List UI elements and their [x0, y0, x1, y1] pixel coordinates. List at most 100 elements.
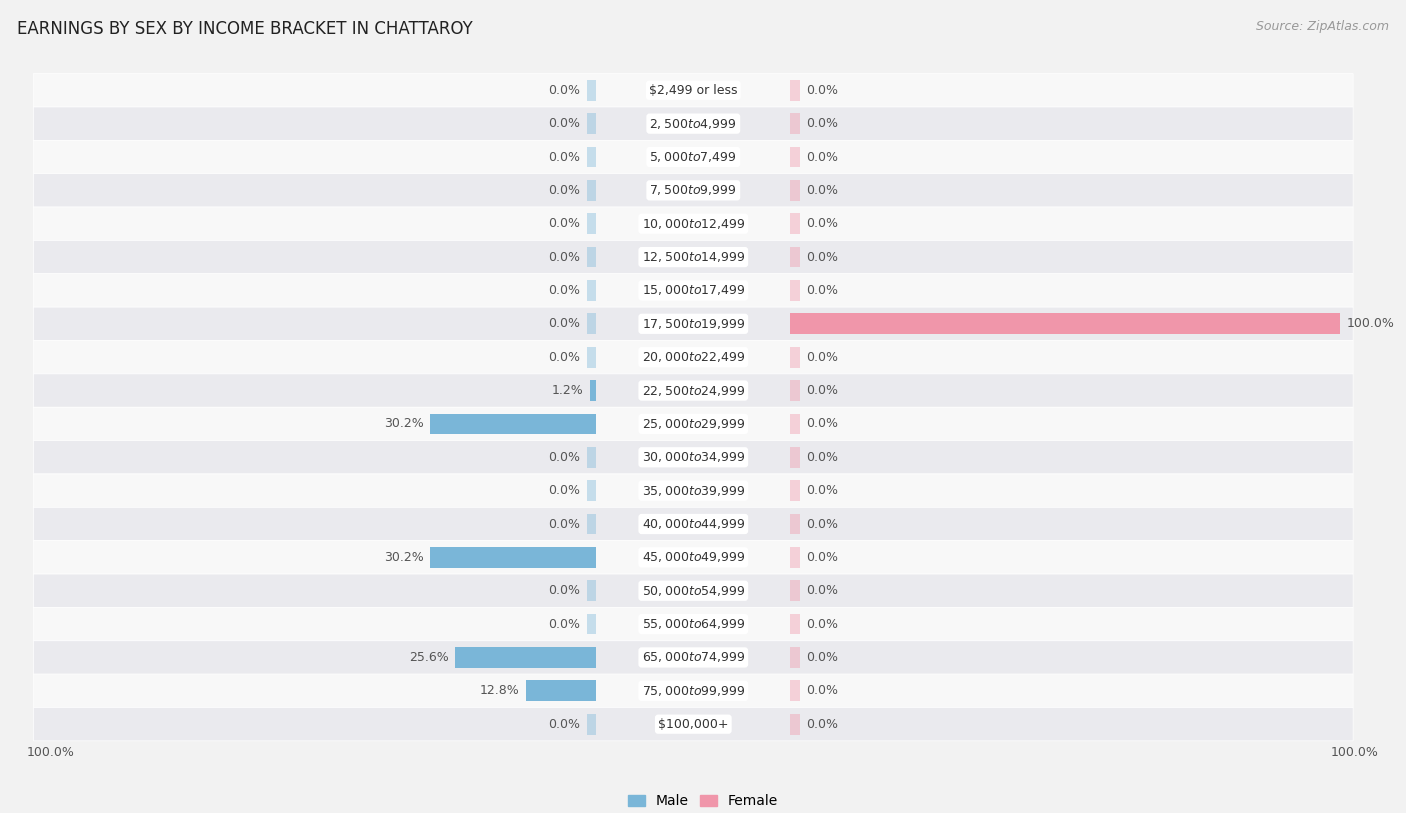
Text: $2,499 or less: $2,499 or less: [650, 84, 738, 97]
Bar: [790, 614, 800, 634]
Text: 0.0%: 0.0%: [548, 250, 581, 263]
FancyBboxPatch shape: [34, 274, 1353, 307]
Text: 0.0%: 0.0%: [807, 651, 838, 664]
Bar: [790, 280, 800, 301]
Text: 100.0%: 100.0%: [1331, 746, 1379, 759]
Text: 0.0%: 0.0%: [548, 284, 581, 297]
Text: $35,000 to $39,999: $35,000 to $39,999: [641, 484, 745, 498]
Text: $22,500 to $24,999: $22,500 to $24,999: [641, 384, 745, 398]
Text: 0.0%: 0.0%: [807, 484, 838, 497]
Text: 0.0%: 0.0%: [548, 484, 581, 497]
FancyBboxPatch shape: [34, 474, 1353, 507]
Bar: [586, 614, 596, 634]
Bar: [586, 180, 596, 201]
Text: 0.0%: 0.0%: [807, 150, 838, 163]
Text: $2,500 to $4,999: $2,500 to $4,999: [650, 116, 737, 131]
Legend: Male, Female: Male, Female: [623, 789, 783, 813]
Text: $55,000 to $64,999: $55,000 to $64,999: [641, 617, 745, 631]
Bar: [790, 314, 1340, 334]
Bar: [586, 480, 596, 501]
Bar: [586, 80, 596, 101]
Bar: [586, 347, 596, 367]
FancyBboxPatch shape: [34, 641, 1353, 674]
Text: 0.0%: 0.0%: [548, 117, 581, 130]
Bar: [586, 113, 596, 134]
Text: 0.0%: 0.0%: [807, 450, 838, 463]
FancyBboxPatch shape: [34, 541, 1353, 574]
Text: $25,000 to $29,999: $25,000 to $29,999: [641, 417, 745, 431]
Bar: [456, 647, 596, 667]
FancyBboxPatch shape: [34, 441, 1353, 474]
Text: 0.0%: 0.0%: [548, 585, 581, 598]
Text: 25.6%: 25.6%: [409, 651, 449, 664]
Text: 0.0%: 0.0%: [548, 84, 581, 97]
Bar: [790, 247, 800, 267]
Text: $17,500 to $19,999: $17,500 to $19,999: [641, 317, 745, 331]
Bar: [790, 680, 800, 701]
FancyBboxPatch shape: [34, 407, 1353, 441]
Text: 0.0%: 0.0%: [807, 84, 838, 97]
Bar: [790, 414, 800, 434]
Bar: [790, 714, 800, 734]
Text: 0.0%: 0.0%: [807, 250, 838, 263]
FancyBboxPatch shape: [34, 107, 1353, 141]
FancyBboxPatch shape: [34, 507, 1353, 541]
FancyBboxPatch shape: [34, 307, 1353, 341]
Bar: [790, 514, 800, 534]
Text: $50,000 to $54,999: $50,000 to $54,999: [641, 584, 745, 598]
Bar: [589, 380, 596, 401]
Text: 0.0%: 0.0%: [807, 417, 838, 430]
Bar: [586, 447, 596, 467]
Bar: [586, 514, 596, 534]
Text: 0.0%: 0.0%: [548, 184, 581, 197]
Text: 0.0%: 0.0%: [807, 384, 838, 397]
Bar: [430, 414, 596, 434]
Text: Source: ZipAtlas.com: Source: ZipAtlas.com: [1256, 20, 1389, 33]
Text: 30.2%: 30.2%: [384, 551, 423, 564]
Text: $40,000 to $44,999: $40,000 to $44,999: [641, 517, 745, 531]
FancyBboxPatch shape: [34, 174, 1353, 207]
Bar: [790, 213, 800, 234]
Text: $12,500 to $14,999: $12,500 to $14,999: [641, 250, 745, 264]
Text: 0.0%: 0.0%: [807, 551, 838, 564]
Text: $5,000 to $7,499: $5,000 to $7,499: [650, 150, 737, 164]
FancyBboxPatch shape: [34, 341, 1353, 374]
FancyBboxPatch shape: [34, 707, 1353, 741]
FancyBboxPatch shape: [34, 607, 1353, 641]
FancyBboxPatch shape: [34, 74, 1353, 107]
Text: $20,000 to $22,499: $20,000 to $22,499: [641, 350, 745, 364]
Text: 100.0%: 100.0%: [27, 746, 75, 759]
Text: 0.0%: 0.0%: [548, 518, 581, 531]
Text: $7,500 to $9,999: $7,500 to $9,999: [650, 184, 737, 198]
Bar: [526, 680, 596, 701]
Text: $30,000 to $34,999: $30,000 to $34,999: [641, 450, 745, 464]
FancyBboxPatch shape: [34, 241, 1353, 274]
FancyBboxPatch shape: [34, 374, 1353, 407]
Bar: [790, 647, 800, 667]
Text: $65,000 to $74,999: $65,000 to $74,999: [641, 650, 745, 664]
Text: $100,000+: $100,000+: [658, 718, 728, 731]
Text: 0.0%: 0.0%: [807, 217, 838, 230]
Text: 0.0%: 0.0%: [548, 217, 581, 230]
Bar: [790, 113, 800, 134]
Text: 0.0%: 0.0%: [548, 718, 581, 731]
Bar: [790, 580, 800, 601]
Text: 0.0%: 0.0%: [548, 450, 581, 463]
Text: 100.0%: 100.0%: [1347, 317, 1395, 330]
FancyBboxPatch shape: [34, 207, 1353, 241]
Text: 0.0%: 0.0%: [807, 585, 838, 598]
Bar: [790, 180, 800, 201]
Text: 0.0%: 0.0%: [807, 284, 838, 297]
Text: 0.0%: 0.0%: [548, 618, 581, 631]
Bar: [790, 380, 800, 401]
Bar: [586, 580, 596, 601]
Text: 30.2%: 30.2%: [384, 417, 423, 430]
Bar: [790, 447, 800, 467]
Text: 0.0%: 0.0%: [807, 518, 838, 531]
Bar: [430, 547, 596, 567]
Bar: [586, 146, 596, 167]
Text: 0.0%: 0.0%: [548, 350, 581, 363]
Text: 0.0%: 0.0%: [807, 685, 838, 698]
Text: 0.0%: 0.0%: [807, 117, 838, 130]
Bar: [790, 547, 800, 567]
